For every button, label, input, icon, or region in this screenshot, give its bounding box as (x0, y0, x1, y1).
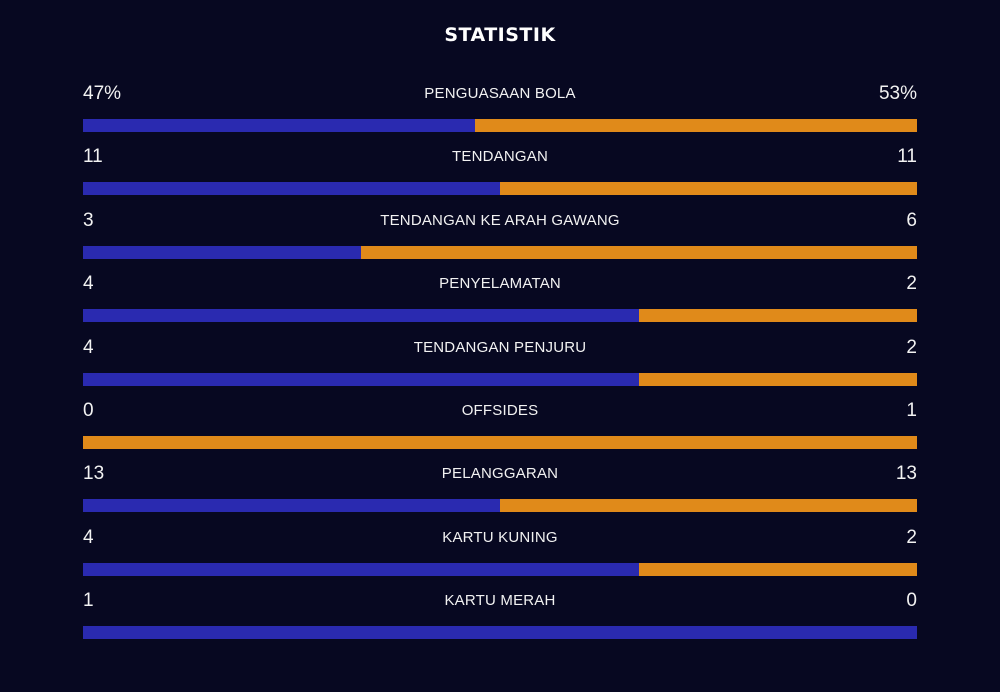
stat-labels: 1 KARTU MERAH 0 (83, 587, 917, 615)
stat-label: PENYELAMATAN (439, 275, 561, 293)
stat-row: 4 KARTU KUNING 2 (83, 524, 917, 587)
stat-row: 47% PENGUASAAN BOLA 53% (83, 80, 917, 143)
home-bar-segment (83, 499, 500, 513)
stat-labels: 4 KARTU KUNING 2 (83, 524, 917, 552)
stat-bar (83, 499, 917, 513)
home-bar-segment (83, 372, 639, 386)
home-bar-segment (83, 309, 639, 323)
away-value: 0 (906, 590, 917, 612)
stat-bar (83, 309, 917, 323)
away-bar-segment (474, 119, 917, 132)
away-bar-segment (83, 435, 917, 449)
stat-bar (83, 182, 917, 196)
home-value: 4 (83, 526, 94, 548)
home-bar-segment (83, 245, 361, 259)
home-value: 4 (83, 273, 94, 295)
stat-row: 11 TENDANGAN 11 (83, 143, 917, 206)
away-value: 2 (906, 273, 917, 295)
home-value: 47% (83, 83, 122, 104)
stat-labels: 13 PELANGGARAN 13 (83, 460, 917, 488)
stat-bar (83, 435, 917, 449)
stat-label: KARTU KUNING (442, 528, 558, 546)
home-value: 11 (83, 146, 103, 168)
away-bar-segment (638, 309, 917, 323)
home-bar-segment (83, 562, 639, 576)
stat-label: TENDANGAN (452, 148, 548, 166)
stat-row: 1 KARTU MERAH 0 (83, 587, 917, 650)
stat-label: OFFSIDES (461, 401, 539, 419)
stat-bar (83, 119, 917, 132)
stat-bar (83, 245, 917, 259)
stat-row: 4 TENDANGAN PENJURU 2 (83, 334, 917, 397)
stat-labels: 0 OFFSIDES 1 (83, 397, 917, 425)
stats-list: 47% PENGUASAAN BOLA 53% 11 TENDANGAN 11 3 TENDA… (83, 80, 917, 651)
stat-labels: 11 TENDANGAN 11 (83, 143, 917, 171)
stat-label: PENGUASAAN BOLA (424, 85, 576, 102)
home-bar-segment (83, 119, 475, 132)
home-value: 0 (83, 399, 94, 421)
away-bar-segment (500, 182, 917, 196)
stat-bar (83, 562, 917, 576)
home-bar-segment (83, 626, 917, 640)
stat-labels: 4 TENDANGAN PENJURU 2 (83, 334, 917, 362)
away-value: 2 (906, 526, 917, 548)
away-bar-segment (500, 499, 917, 513)
stat-label: TENDANGAN PENJURU (413, 338, 587, 356)
page-title: STATISTIK (444, 24, 556, 46)
away-bar-segment (360, 245, 917, 259)
away-value: 11 (897, 146, 917, 168)
away-value: 2 (906, 336, 917, 358)
home-value: 3 (83, 209, 94, 231)
stat-label: KARTU MERAH (444, 592, 556, 610)
away-value: 6 (906, 209, 917, 231)
home-value: 13 (83, 463, 105, 485)
stat-bar (83, 626, 917, 640)
home-bar-segment (83, 182, 500, 196)
stat-row: 0 OFFSIDES 1 (83, 397, 917, 460)
away-value: 1 (906, 399, 917, 421)
stat-row: 3 TENDANGAN KE ARAH GAWANG 6 (83, 207, 917, 270)
stat-labels: 3 TENDANGAN KE ARAH GAWANG 6 (83, 207, 917, 235)
stat-row: 4 PENYELAMATAN 2 (83, 270, 917, 333)
stat-label: PELANGGARAN (441, 465, 559, 483)
away-bar-segment (638, 372, 917, 386)
stat-bar (83, 372, 917, 386)
away-value: 53% (878, 83, 917, 104)
stat-row: 13 PELANGGARAN 13 (83, 460, 917, 523)
away-bar-segment (638, 562, 917, 576)
home-value: 4 (83, 336, 94, 358)
stat-labels: 47% PENGUASAAN BOLA 53% (83, 80, 917, 108)
home-value: 1 (83, 590, 94, 612)
stat-label: TENDANGAN KE ARAH GAWANG (380, 211, 620, 229)
stat-labels: 4 PENYELAMATAN 2 (83, 270, 917, 298)
away-value: 13 (895, 463, 917, 485)
